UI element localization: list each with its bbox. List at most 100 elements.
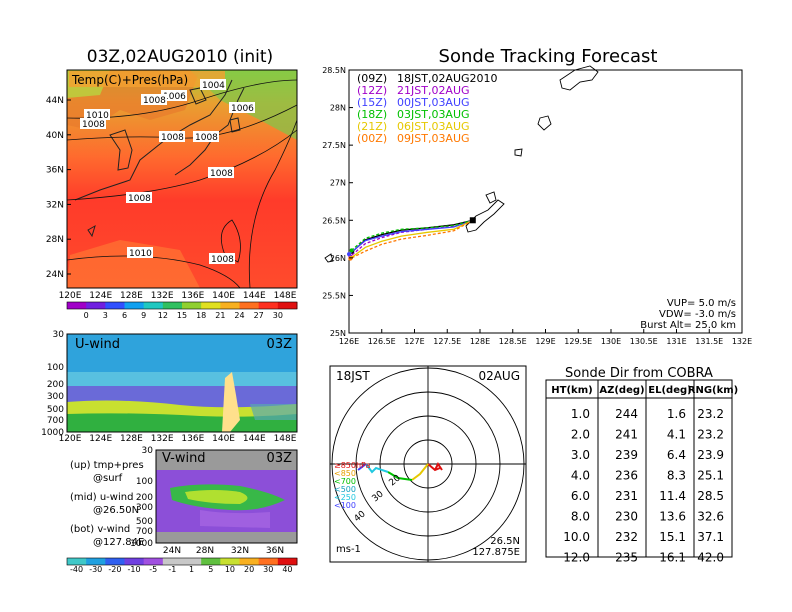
legend-run: (18Z) <box>357 108 387 121</box>
colorbar-swatch <box>220 558 240 565</box>
y-tick-label: 25.5N <box>322 291 346 300</box>
y-tick-label: 27.5N <box>322 141 346 150</box>
legend-label: 03JST,03AUG <box>397 108 470 121</box>
table-header-cell: AZ(deg) <box>599 385 644 396</box>
x-tick-label: 130.5E <box>630 337 658 346</box>
note-up-level: @surf <box>93 473 123 484</box>
y-tick-label: 28N <box>330 104 346 113</box>
x-tick-label: 127E <box>404 337 424 346</box>
trajectory-line <box>350 219 474 260</box>
colorbar-tick-label: -5 <box>149 565 157 574</box>
polar-date: 02AUG <box>478 369 520 383</box>
table-cell: 8.3 <box>667 469 686 483</box>
x-tick-label: 128E <box>120 291 143 301</box>
table-cell: 241 <box>615 428 638 442</box>
y-tick-label: 30 <box>53 330 65 340</box>
colorbar-tick-label: -40 <box>70 565 83 574</box>
table-cell: 4.0 <box>571 469 590 483</box>
legend-run: (15Z) <box>357 96 387 109</box>
pressure-labels: 1004 1006 1006 1008 1010 1008 1008 1008 … <box>80 79 255 265</box>
level-label: <250 <box>334 493 356 502</box>
y-tick-label: 500 <box>136 517 153 527</box>
note-up: (up) tmp+pres <box>70 460 144 471</box>
pressure-label: 1004 <box>202 81 225 91</box>
colorbar-swatch <box>239 558 260 565</box>
y-tick-label: 44N <box>46 96 64 106</box>
table-cell: 239 <box>615 448 638 462</box>
note-bot-level: @127.84E <box>93 537 144 548</box>
colorbar-tick-label: -10 <box>128 565 141 574</box>
legend-run: (21Z) <box>357 120 387 133</box>
surface-map-y-ticks: 24N 28N 32N 36N 40N 44N <box>46 96 71 280</box>
x-tick-label: 120E <box>59 291 82 301</box>
colorbar-tick-label: 30 <box>263 565 273 574</box>
pressure-label: 1010 <box>129 249 152 259</box>
table-cell: 13.6 <box>659 510 686 524</box>
colorbar-tick-label: 15 <box>177 311 187 320</box>
colorbar-swatch <box>201 302 221 309</box>
surface-map-title: 03Z,02AUG2010 (init) <box>87 47 273 67</box>
colorbar-tick-label: 24 <box>234 311 244 320</box>
table-cell: 236 <box>615 469 638 483</box>
table-header-cell: EL(deg) <box>648 385 691 396</box>
polar-time: 18JST <box>336 369 370 383</box>
legend-run: (12Z) <box>357 84 387 97</box>
surface-map-label: Temp(C)+Pres(hPa) <box>71 73 188 87</box>
table-cell: 23.9 <box>697 448 724 462</box>
colorbar-tick-label: 27 <box>254 311 264 320</box>
y-tick-label: 25N <box>330 329 346 338</box>
sonde-y-ticks: 25N 25.5N 26N 26.5N 27N 27.5N 28N 28.5N <box>322 66 353 338</box>
table-cell: 3.0 <box>571 448 590 462</box>
table-cell: 4.1 <box>667 428 686 442</box>
pressure-label: 1008 <box>128 194 151 204</box>
pressure-label: 1008 <box>143 96 166 106</box>
table-cell: 15.1 <box>659 530 686 544</box>
x-tick-label: 144E <box>243 434 266 444</box>
colorbar-tick-label: 6 <box>122 311 127 320</box>
table-title: Sonde Dir from COBRA <box>565 366 713 381</box>
param-vdw: VDW= -3.0 m/s <box>659 309 736 320</box>
y-tick-label: 500 <box>47 405 64 415</box>
y-tick-label: 36N <box>46 166 64 176</box>
param-burst: Burst Alt= 25.0 km <box>640 320 736 331</box>
sonde-params: VUP= 5.0 m/s VDW= -3.0 m/s Burst Alt= 25… <box>640 298 736 331</box>
colorbar-swatch <box>124 558 145 565</box>
trajectory-line <box>351 219 473 253</box>
trajectories <box>347 217 476 261</box>
polar-unit: ms-1 <box>336 544 361 555</box>
param-vup: VUP= 5.0 m/s <box>667 298 736 309</box>
y-tick-label: 1000 <box>41 428 64 438</box>
colorbar-swatch <box>201 558 221 565</box>
sonde-x-ticks: 126E 126.5E 127E 127.5E 128E 128.5E 129E 129.5E… <box>339 329 752 346</box>
pressure-label: 1008 <box>161 133 184 143</box>
table-cell: 23.2 <box>697 428 724 442</box>
x-tick-label: 120E <box>59 434 82 444</box>
colorbar-tick-label: 20 <box>244 565 254 574</box>
x-tick-label: 130E <box>601 337 621 346</box>
table-cell: 12.0 <box>563 551 590 565</box>
pressure-label: 1008 <box>195 133 218 143</box>
table-cell: 11.4 <box>659 489 686 503</box>
colorbar-tick-label: 21 <box>215 311 225 320</box>
colorbar-tick-label: -20 <box>108 565 121 574</box>
table-cell: 2.0 <box>571 428 590 442</box>
y-tick-label: 200 <box>47 380 64 390</box>
y-tick-label: 30 <box>142 446 154 456</box>
x-tick-label: 124E <box>89 434 112 444</box>
level-label: <500 <box>334 485 356 494</box>
colorbar-swatch <box>182 558 202 565</box>
legend-label: 21JST,02AUG <box>397 84 470 97</box>
table-cell: 6.0 <box>571 489 590 503</box>
note-bot: (bot) v-wind <box>70 524 130 535</box>
colorbar-swatch <box>277 558 298 565</box>
colorbar-swatch <box>143 302 164 309</box>
x-tick-label: 124E <box>89 291 112 301</box>
table-cell: 28.5 <box>697 489 724 503</box>
x-tick-label: 131.5E <box>695 337 723 346</box>
table-cell: 231 <box>615 489 638 503</box>
colorbar-swatch <box>162 558 183 565</box>
colorbar-tick-label: 40 <box>282 565 292 574</box>
colorbar-swatch <box>105 302 125 309</box>
launch-site-marker <box>469 217 476 224</box>
